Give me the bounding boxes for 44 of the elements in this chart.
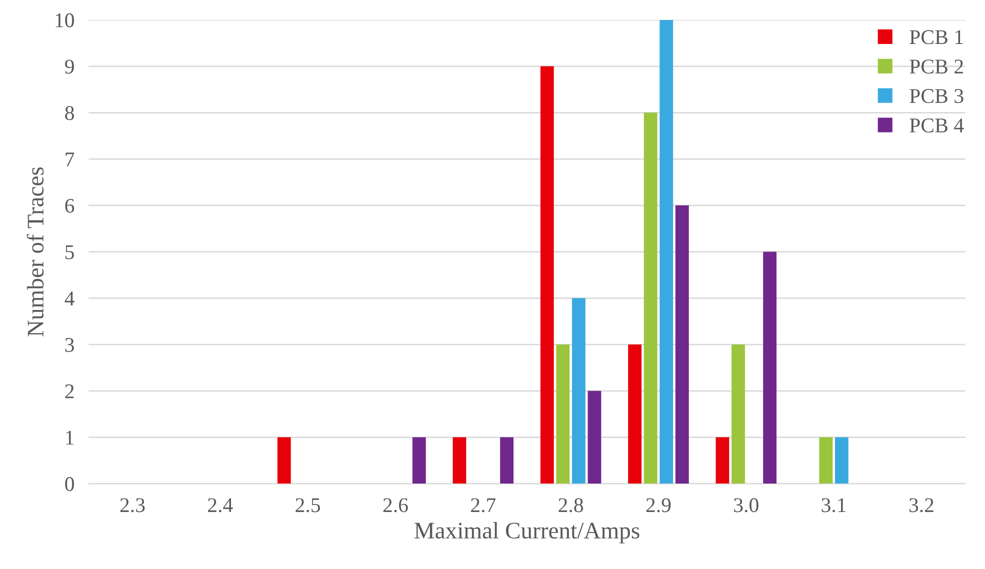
x-tick-label: 2.4 bbox=[208, 498, 233, 512]
bar bbox=[675, 205, 689, 484]
x-tick-label: 2.3 bbox=[120, 498, 145, 512]
legend-label: PCB 3 bbox=[910, 89, 964, 104]
legend-label: PCB 1 bbox=[910, 30, 963, 44]
bar bbox=[500, 437, 514, 484]
bar bbox=[412, 437, 426, 484]
y-tick-label: 9 bbox=[65, 60, 74, 74]
x-tick-label: 3.0 bbox=[734, 498, 758, 512]
y-tick-label: 1 bbox=[66, 430, 74, 445]
y-tick-label: 4 bbox=[64, 292, 74, 306]
x-tick-label: 3.1 bbox=[822, 498, 846, 512]
bar bbox=[716, 437, 730, 484]
x-tick-label: 2.6 bbox=[383, 498, 408, 512]
bar bbox=[763, 252, 777, 484]
y-tick-label: 5 bbox=[66, 245, 74, 260]
bar bbox=[732, 344, 745, 484]
x-tick-label: 3.2 bbox=[909, 498, 934, 512]
y-tick-label: 8 bbox=[65, 106, 74, 120]
y-axis-title: Number of Traces bbox=[26, 167, 44, 336]
x-tick-label: 2.5 bbox=[296, 498, 320, 512]
y-tick-label: 10 bbox=[56, 13, 74, 28]
y-tick-label: 0 bbox=[65, 477, 74, 492]
bar bbox=[660, 20, 674, 484]
bar bbox=[644, 112, 658, 484]
legend-label: PCB 4 bbox=[910, 118, 964, 132]
y-tick-label: 6 bbox=[65, 198, 74, 213]
y-tick-label: 3 bbox=[65, 338, 74, 352]
y-tick-label: 7 bbox=[66, 152, 74, 166]
x-tick-label: 2.7 bbox=[471, 498, 496, 512]
bar bbox=[628, 344, 642, 484]
x-axis-title: Maximal Current/Amps bbox=[414, 522, 640, 544]
x-tick-label: 2.9 bbox=[646, 498, 671, 512]
y-tick-label: 2 bbox=[65, 384, 74, 398]
bar bbox=[834, 437, 848, 484]
bar bbox=[588, 390, 602, 484]
bar bbox=[556, 344, 570, 484]
bar bbox=[452, 437, 466, 484]
x-tick-label: 2.8 bbox=[558, 498, 584, 512]
bar bbox=[572, 298, 586, 484]
legend-label: PCB 2 bbox=[910, 60, 963, 74]
bar bbox=[819, 437, 833, 484]
bar bbox=[277, 437, 291, 484]
bar bbox=[540, 66, 554, 484]
